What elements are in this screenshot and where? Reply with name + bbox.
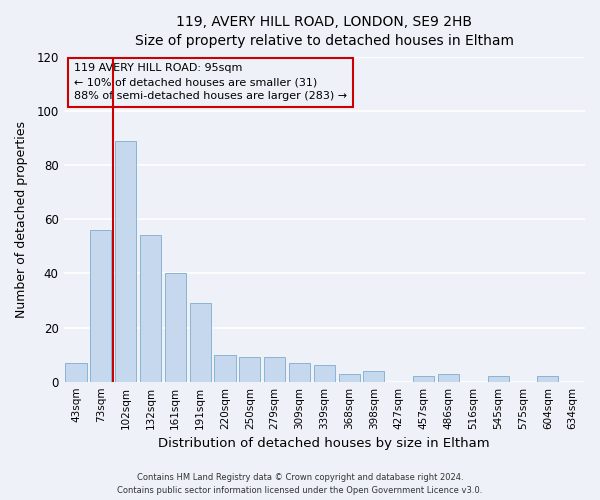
- Title: 119, AVERY HILL ROAD, LONDON, SE9 2HB
Size of property relative to detached hous: 119, AVERY HILL ROAD, LONDON, SE9 2HB Si…: [135, 15, 514, 48]
- Y-axis label: Number of detached properties: Number of detached properties: [15, 120, 28, 318]
- Text: 119 AVERY HILL ROAD: 95sqm
← 10% of detached houses are smaller (31)
88% of semi: 119 AVERY HILL ROAD: 95sqm ← 10% of deta…: [74, 63, 347, 101]
- Bar: [364, 371, 385, 382]
- Bar: [239, 358, 260, 382]
- Bar: [140, 236, 161, 382]
- Bar: [90, 230, 112, 382]
- Bar: [65, 362, 86, 382]
- Bar: [289, 362, 310, 382]
- X-axis label: Distribution of detached houses by size in Eltham: Distribution of detached houses by size …: [158, 437, 490, 450]
- Bar: [488, 376, 509, 382]
- Bar: [413, 376, 434, 382]
- Bar: [264, 358, 285, 382]
- Bar: [314, 366, 335, 382]
- Bar: [115, 140, 136, 382]
- Bar: [165, 274, 186, 382]
- Bar: [214, 354, 236, 382]
- Text: Contains HM Land Registry data © Crown copyright and database right 2024.
Contai: Contains HM Land Registry data © Crown c…: [118, 473, 482, 495]
- Bar: [438, 374, 459, 382]
- Bar: [537, 376, 559, 382]
- Bar: [190, 303, 211, 382]
- Bar: [338, 374, 359, 382]
